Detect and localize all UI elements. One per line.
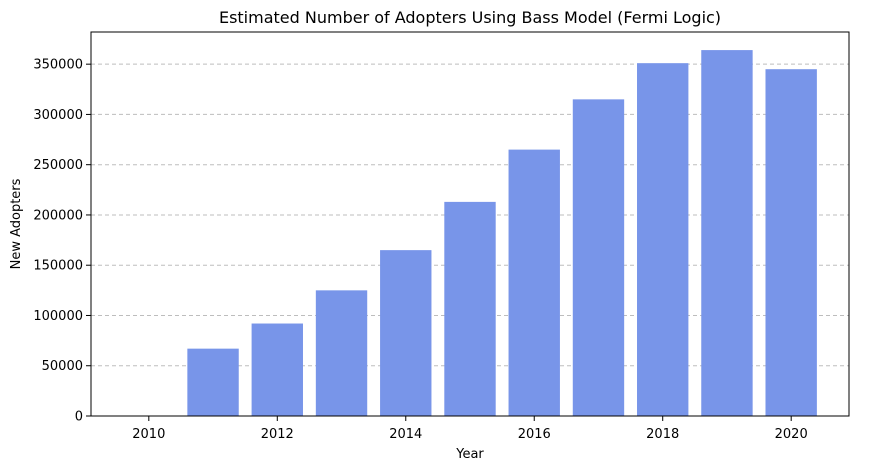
bar-2017: [572, 99, 625, 417]
bar-2014: [380, 250, 432, 416]
x-axis-label: Year: [455, 447, 484, 462]
y-tick-label: 100000: [33, 309, 83, 324]
bar-2015: [444, 201, 496, 416]
bar-2020: [765, 69, 817, 416]
y-tick-label: 350000: [33, 58, 83, 73]
y-axis-label: New Adopters: [9, 178, 24, 269]
bar-2018: [637, 63, 689, 417]
y-tick-label: 200000: [33, 208, 83, 223]
y-tick-label: 250000: [33, 158, 83, 173]
bar-2011: [187, 348, 239, 416]
bar-2016: [508, 149, 560, 417]
chart-title: Estimated Number of Adopters Using Bass …: [219, 8, 721, 27]
y-axis-ticks: 0 50000 100000 150000 200000 250000 300000 3500…: [33, 58, 91, 425]
y-tick-label: 50000: [42, 359, 83, 374]
x-tick-label: 2010: [132, 427, 165, 442]
bars: [187, 50, 817, 417]
y-tick-label: 150000: [33, 259, 83, 274]
x-tick-label: 2020: [775, 427, 808, 442]
x-axis-ticks: 2010 2012 2014 2016 2018 2020: [132, 416, 808, 442]
plot-frame: [90, 31, 850, 417]
x-tick-label: 2014: [389, 427, 422, 442]
y-tick-label: 0: [75, 410, 83, 425]
x-tick-label: 2016: [518, 427, 551, 442]
bar-2019: [701, 50, 753, 417]
y-tick-label: 300000: [33, 108, 83, 123]
x-tick-label: 2018: [646, 427, 679, 442]
bar-2013: [315, 290, 368, 416]
bar-2012: [251, 323, 303, 416]
x-tick-label: 2012: [261, 427, 294, 442]
